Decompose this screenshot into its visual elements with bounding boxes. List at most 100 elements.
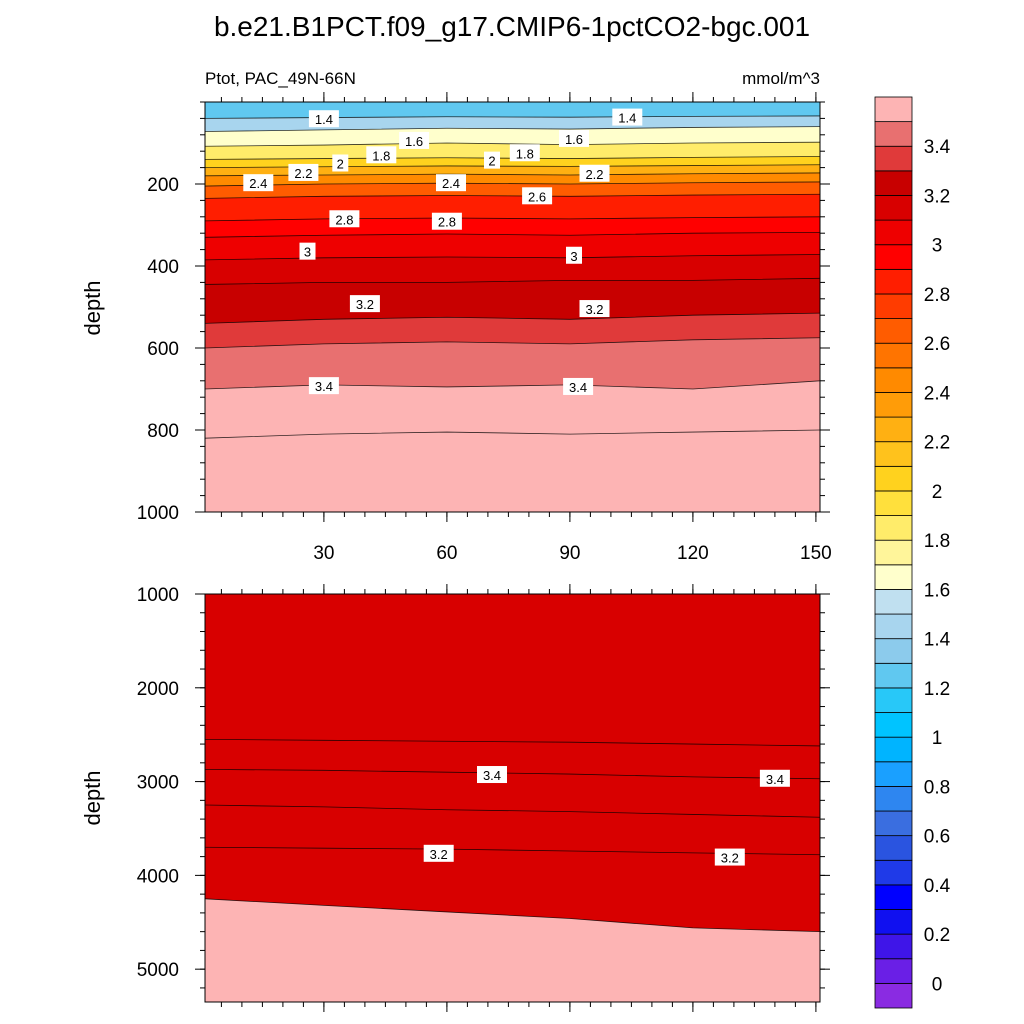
colorbar-box	[874, 736, 913, 763]
colorbar-box	[874, 810, 913, 837]
colorbar-box	[874, 859, 913, 886]
y-tick-label: 3000	[137, 773, 179, 794]
contour-line-1-6	[205, 141, 820, 147]
contour-line-3-3	[205, 804, 820, 818]
x-tick-label: 30	[313, 543, 334, 564]
contour-label: 1.4	[612, 108, 643, 126]
contour-line-3-4	[205, 768, 820, 780]
svg-text:2.4: 2.4	[249, 176, 267, 191]
contour-label: 3.4	[477, 766, 507, 784]
svg-text:2.8: 2.8	[438, 215, 456, 230]
contour-label: 3	[299, 242, 316, 260]
contour-line-2-6	[205, 193, 820, 199]
colorbar-box	[874, 392, 913, 418]
colorbar-box	[874, 367, 913, 393]
colorbar-box	[874, 441, 913, 467]
contour-label: 2.8	[329, 210, 360, 228]
x-tick-label: 60	[436, 543, 457, 564]
contour-label: 3.2	[349, 295, 380, 313]
colorbar-tick-label: 2.6	[924, 334, 950, 355]
colorbar-tick-label: 3.4	[924, 137, 951, 158]
svg-text:3.4: 3.4	[766, 772, 784, 787]
colorbar-box	[874, 145, 913, 172]
svg-text:3.4: 3.4	[315, 379, 333, 394]
top-panel-units-label: mmol/m^3	[742, 69, 820, 88]
colorbar-box	[874, 515, 913, 541]
contour-line-3-2	[205, 312, 820, 324]
chart-title: b.e21.B1PCT.f09_g17.CMIP6-1pctCO2-bgc.00…	[214, 11, 810, 42]
top-panel-variable-label: Ptot, PAC_49N-66N	[205, 69, 356, 88]
x-tick-label: 120	[677, 543, 709, 564]
svg-text:1.6: 1.6	[565, 132, 583, 147]
x-tick-label: 90	[559, 543, 580, 564]
colorbar-box	[874, 589, 913, 615]
top-plot-area: 1.4 1.4 1.6 1.6 1.8 1.8 2 2 2.2 2.2 2.4 2.4 2.6 2.8 2.…	[137, 92, 832, 564]
y-tick-label: 400	[147, 257, 179, 278]
contour-label: 1.4	[308, 110, 339, 128]
svg-text:2.6: 2.6	[528, 189, 546, 204]
colorbar-tick-label: 1.6	[924, 580, 950, 601]
colorbar-tick-label: 1.4	[924, 630, 951, 651]
colorbar: 0 0.2 0.4 0.6 0.8 1 1.2 1.4 1.6 1.8 2 2.2 2.4 2.6 2.8 3…	[874, 96, 951, 1009]
svg-text:1.8: 1.8	[372, 148, 390, 163]
svg-text:3.2: 3.2	[356, 297, 374, 312]
colorbar-box	[874, 293, 913, 319]
y-tick-label: 600	[147, 339, 179, 360]
svg-text:3.4: 3.4	[569, 380, 587, 395]
y-tick-label: 200	[147, 175, 179, 196]
contour-line-1-8	[205, 156, 820, 160]
y-tick-label: 4000	[137, 866, 179, 887]
colorbar-box	[874, 933, 913, 960]
colorbar-box	[874, 195, 913, 221]
svg-text:2.2: 2.2	[294, 166, 312, 181]
colorbar-tick-label: 1.2	[924, 679, 950, 700]
svg-text:1.4: 1.4	[315, 112, 333, 127]
colorbar-tick-label: 1	[932, 728, 943, 749]
y-tick-label: 2000	[137, 679, 179, 700]
contour-line-3-4	[205, 380, 820, 390]
colorbar-tick-label: 2.8	[924, 285, 950, 306]
contour-fill-1-2	[205, 102, 820, 119]
colorbar-box	[874, 170, 913, 196]
plot-frame	[204, 101, 821, 513]
colorbar-box	[874, 121, 913, 147]
x-tick-label: 150	[800, 543, 832, 564]
colorbar-box	[874, 564, 913, 590]
top-panel-ylabel: depth	[80, 280, 105, 335]
contour-label: 1.8	[366, 146, 397, 164]
contour-line-3-5	[205, 429, 820, 439]
contour-label: 3.4	[759, 769, 790, 787]
colorbar-box	[874, 909, 913, 935]
colorbar-box	[874, 687, 913, 713]
colorbar-box	[874, 416, 913, 443]
colorbar-box	[874, 318, 913, 344]
contour-label: 3.2	[579, 300, 610, 318]
svg-text:2.4: 2.4	[442, 176, 460, 191]
contour-line-2-4	[205, 181, 820, 187]
svg-text:3.2: 3.2	[585, 302, 603, 317]
contour-line-3-5	[205, 738, 820, 747]
colorbar-box	[874, 712, 913, 738]
contour-label: 3.2	[714, 848, 745, 866]
colorbar-tick-label: 0.8	[924, 777, 950, 798]
colorbar-box	[874, 539, 913, 566]
contour-label: 2	[484, 151, 500, 169]
colorbar-tick-label: 0.4	[924, 876, 951, 897]
colorbar-tick-label: 2.4	[924, 383, 951, 404]
top-panel: Ptot, PAC_49N-66N mmol/m^3 depth 1.4 1.4 1…	[80, 69, 832, 564]
y-tick-label: 1000	[137, 503, 179, 524]
svg-text:3: 3	[570, 249, 577, 264]
colorbar-box	[874, 219, 913, 246]
colorbar-box	[874, 884, 913, 910]
colorbar-tick-label: 0	[932, 974, 943, 995]
svg-text:2.8: 2.8	[335, 212, 353, 227]
contour-line-3-2	[205, 846, 820, 856]
contour-label: 1.6	[399, 131, 430, 149]
colorbar-tick-label: 3.2	[924, 186, 950, 207]
contour-label: 2.6	[522, 187, 553, 205]
colorbar-box	[874, 786, 913, 812]
colorbar-box	[874, 835, 913, 861]
colorbar-box	[874, 761, 913, 787]
colorbar-box	[874, 613, 913, 640]
